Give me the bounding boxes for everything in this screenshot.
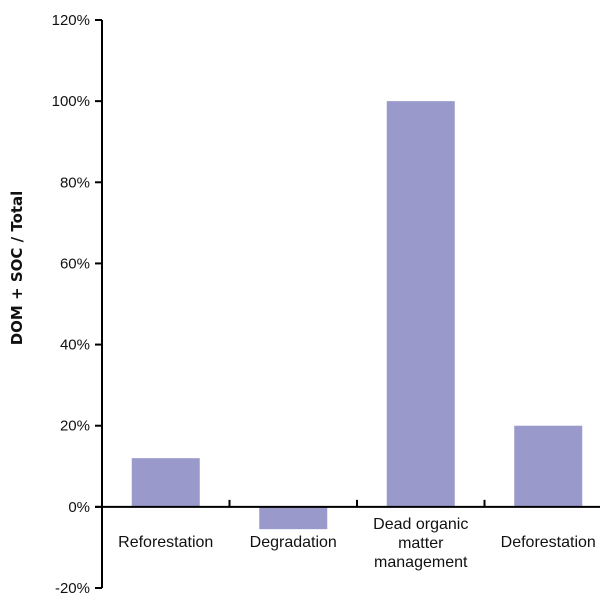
x-category-label: Degradation [250, 534, 337, 551]
y-tick-label: -20% [55, 580, 90, 595]
y-tick-label: 20% [60, 418, 90, 435]
bar [259, 506, 328, 530]
x-category-label: Deforestation [501, 534, 596, 551]
x-category-label: Reforestation [118, 534, 213, 551]
x-axis-ticks [228, 499, 486, 507]
bar [514, 425, 583, 507]
y-tick-label: 120% [52, 12, 90, 29]
y-tick-label: 100% [52, 93, 90, 110]
y-tick-label: 60% [60, 255, 90, 272]
x-category-label: Dead organic matter management [373, 516, 468, 571]
y-tick-label: 0% [68, 499, 90, 516]
y-tick-label: 40% [60, 337, 90, 354]
y-tick-label: 80% [60, 174, 90, 191]
category-labels: Reforestation Degradation Dead organic matt… [118, 516, 596, 571]
y-axis-ticks: -20% 0% 20% 40% 60% 80% 100% 120% [52, 12, 102, 595]
bar [386, 101, 455, 507]
bars [131, 101, 583, 530]
bar [131, 458, 200, 507]
y-axis-title: DOM + SOC / Total [8, 191, 26, 346]
